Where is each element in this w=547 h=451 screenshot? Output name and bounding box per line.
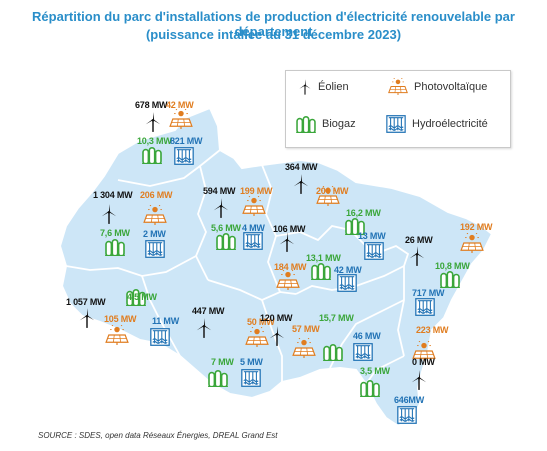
wind-turbine-icon bbox=[298, 79, 312, 95]
biogas-icon bbox=[105, 238, 125, 256]
hydro-icon bbox=[364, 242, 384, 260]
label-biogaz-marne: 7,6 MW bbox=[100, 228, 130, 238]
label-biogaz-bas-rhin: 10,8 MW bbox=[435, 261, 470, 271]
label-solaire-marne: 206 MW bbox=[140, 190, 173, 200]
solar-panel-icon bbox=[388, 78, 408, 95]
label-biogaz-aube: 4,5 MW bbox=[127, 292, 157, 302]
map-subtitle: (puissance intallée au 31 décembre 2023) bbox=[145, 27, 402, 42]
label-hydro-ardennes: 821 MW bbox=[170, 136, 203, 146]
label-hydro-aube: 11 MW bbox=[152, 316, 180, 326]
label-eolien-moselle: 364 MW bbox=[285, 162, 318, 172]
biogas-icon bbox=[311, 262, 331, 280]
legend-item-hydro: Hydroélectricité bbox=[386, 115, 488, 133]
hydro-icon bbox=[241, 369, 261, 387]
label-eolien-meurthe-et-moselle: 106 MW bbox=[273, 224, 306, 234]
label-hydro-haute-marne: 5 MW bbox=[240, 357, 263, 367]
label-eolien-haut-rhin: 0 MW bbox=[412, 357, 435, 367]
legend-item-biogaz: Biogaz bbox=[296, 115, 356, 133]
label-hydro-haut-rhin: 646MW bbox=[394, 395, 425, 405]
biogas-icon bbox=[216, 232, 236, 250]
label-eolien-haute-marne: 447 MW bbox=[192, 306, 225, 316]
label-solaire-ardennes: 42 MW bbox=[166, 100, 194, 110]
label-solaire-bas-rhin: 192 MW bbox=[460, 222, 493, 232]
label-biogaz-ardennes: 10,3 MW bbox=[137, 136, 172, 146]
label-hydro-meurthe-et-moselle: 42 MW bbox=[334, 265, 362, 275]
hydro-icon bbox=[353, 343, 373, 361]
label-eolien-vosges: 120 MW bbox=[260, 313, 293, 323]
label-biogaz-meuse: 5,6 MW bbox=[211, 223, 241, 233]
source-note: SOURCE : SDES, open data Réseaux Énergie… bbox=[38, 431, 278, 440]
legend-item-photovoltaique: Photovoltaïque bbox=[388, 78, 487, 95]
label-eolien-meuse: 594 MW bbox=[203, 186, 236, 196]
label-eolien-ardennes: 678 MW bbox=[135, 100, 168, 110]
hydro-icon bbox=[150, 328, 170, 346]
label-eolien-bas-rhin: 26 MW bbox=[405, 235, 433, 245]
label-hydro-moselle: 13 MW bbox=[358, 231, 386, 241]
label-solaire-moselle: 200 MW bbox=[316, 186, 349, 196]
label-hydro-bas-rhin: 717 MW bbox=[412, 288, 445, 298]
hydro-icon bbox=[415, 298, 435, 316]
label-eolien-aube: 1 057 MW bbox=[66, 297, 106, 307]
solar-panel-icon bbox=[169, 109, 193, 129]
legend-item-eolien: Éolien bbox=[298, 79, 349, 95]
label-eolien-marne: 1 304 MW bbox=[93, 190, 133, 200]
label-hydro-meuse: 4 MW bbox=[242, 223, 265, 233]
label-hydro-vosges: 46 MW bbox=[353, 331, 381, 341]
label-biogaz-vosges: 15,7 MW bbox=[319, 313, 354, 323]
hydro-icon bbox=[386, 115, 406, 133]
hydro-icon bbox=[337, 274, 357, 292]
biogas-icon bbox=[360, 379, 380, 397]
biogas-icon bbox=[296, 115, 316, 133]
label-biogaz-meurthe-et-moselle: 13,1 MW bbox=[306, 253, 341, 263]
label-solaire-meuse: 199 MW bbox=[240, 186, 273, 196]
label-solaire-haute-marne: 50 MW bbox=[247, 317, 275, 327]
map-title: Répartition du parc d'installations de p… bbox=[32, 9, 515, 39]
biogas-icon bbox=[208, 369, 228, 387]
label-biogaz-haut-rhin: 3,5 MW bbox=[360, 366, 390, 376]
label-solaire-aube: 105 MW bbox=[104, 314, 137, 324]
hydro-icon bbox=[243, 232, 263, 250]
legend-label-photovoltaique: Photovoltaïque bbox=[414, 80, 488, 93]
label-biogaz-moselle: 16,2 MW bbox=[346, 208, 381, 218]
legend-label-hydro: Hydroélectricité bbox=[412, 118, 488, 130]
legend-label-eolien: Éolien bbox=[318, 81, 349, 93]
label-solaire-haut-rhin: 223 MW bbox=[416, 325, 449, 335]
wind-turbine-icon bbox=[145, 112, 161, 132]
label-solaire-meurthe-et-moselle: 184 MW bbox=[274, 262, 307, 272]
legend: Éolien Photovoltaïque Biogaz Hydroélectr… bbox=[285, 70, 511, 148]
biogas-icon bbox=[323, 343, 343, 361]
biogas-icon bbox=[440, 270, 460, 288]
hydro-icon bbox=[397, 406, 417, 424]
label-solaire-vosges: 57 MW bbox=[292, 324, 320, 334]
legend-label-biogaz: Biogaz bbox=[322, 118, 356, 130]
label-hydro-marne: 2 MW bbox=[143, 229, 166, 239]
label-biogaz-haute-marne: 7 MW bbox=[211, 357, 234, 367]
hydro-icon bbox=[174, 147, 194, 165]
biogas-icon bbox=[142, 146, 162, 164]
hydro-icon bbox=[145, 240, 165, 258]
